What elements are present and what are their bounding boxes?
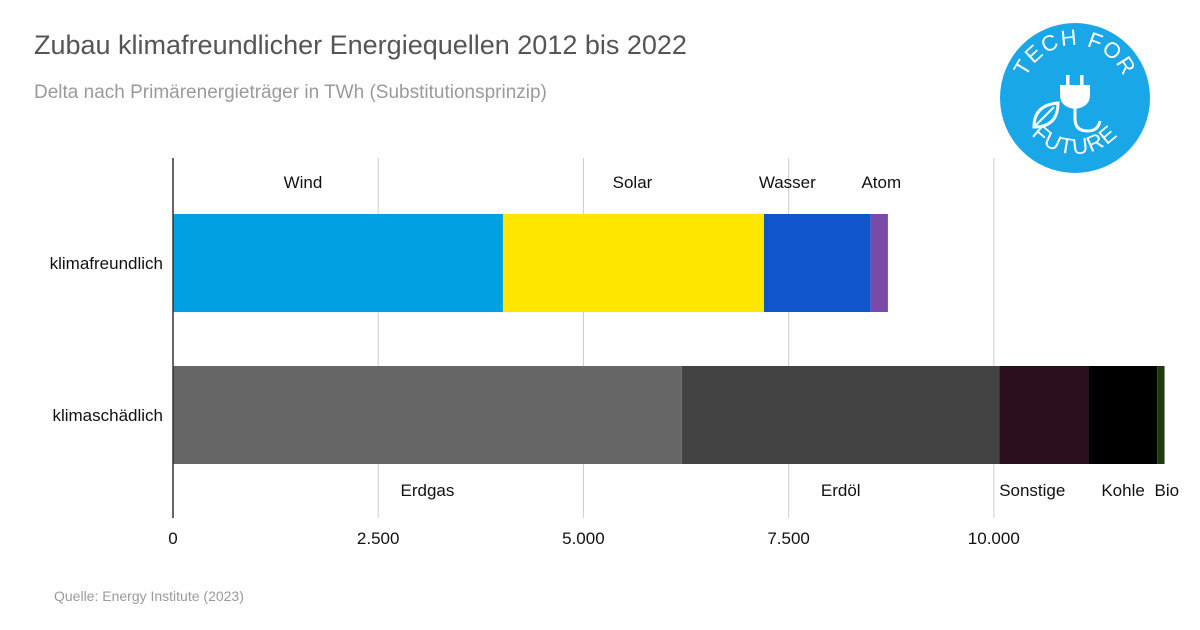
segment-label: Erdöl [821,481,861,500]
bar-segment-bio [1157,366,1165,464]
chart-title: Zubau klimafreundlicher Energiequellen 2… [34,30,687,60]
x-tick-label: 10.000 [968,529,1020,548]
bar-segment-erdgas [173,366,682,464]
segment-label: Sonstige [999,481,1065,500]
segment-label: Solar [613,173,653,192]
bar-segment-erdöl [681,366,1000,464]
tech-for-future-logo: TECH FOR FUTURE [1000,23,1150,173]
category-label: klimafreundlich [50,254,163,273]
bar-segment-kohle [1089,366,1158,464]
x-tick-label: 5.000 [562,529,605,548]
segment-label: Atom [861,173,901,192]
x-tick-label: 2.500 [357,529,400,548]
bar-segment-solar [502,214,764,312]
source-note: Quelle: Energy Institute (2023) [54,588,244,604]
bar-segment-atom [870,214,888,312]
plug-leaf-icon [1032,75,1102,133]
category-label: klimaschädlich [52,406,163,425]
bar-segment-sonstige [999,366,1090,464]
segment-label: Wasser [759,173,816,192]
segment-label: Wind [284,173,323,192]
bar-segment-wasser [763,214,871,312]
chart-subtitle: Delta nach Primärenergieträger in TWh (S… [34,82,547,103]
segment-label: Erdgas [401,481,455,500]
segment-label: Bio [1155,481,1180,500]
x-tick-label: 0 [168,529,177,548]
bar-segment-wind [173,214,503,312]
x-tick-label: 7.500 [767,529,810,548]
segment-label: Kohle [1101,481,1144,500]
